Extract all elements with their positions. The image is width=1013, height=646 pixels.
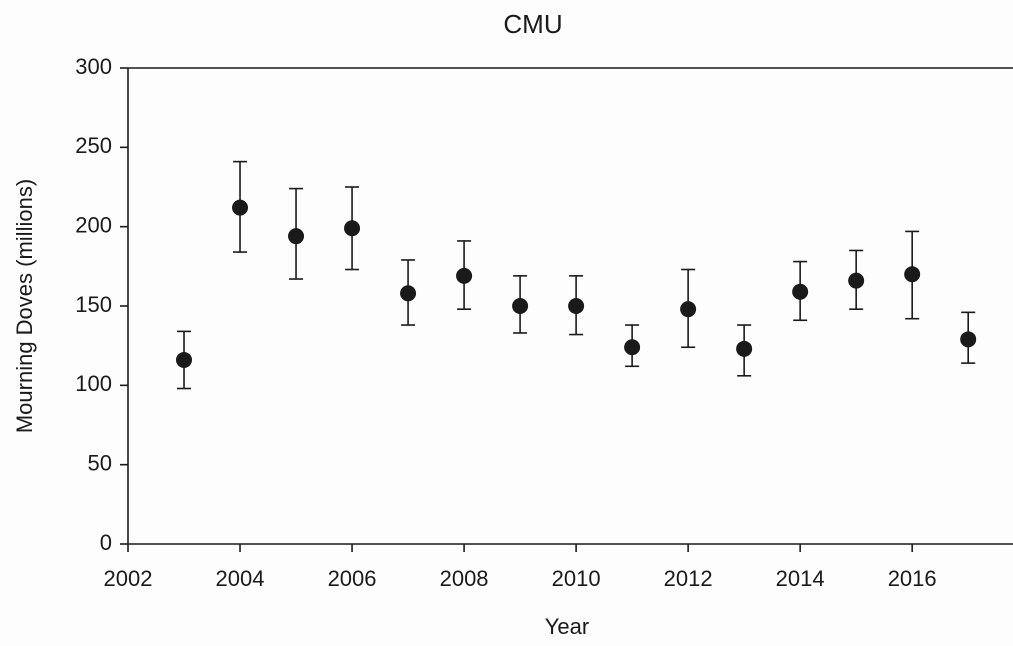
y-tick-label: 200 bbox=[75, 212, 112, 237]
x-tick-label: 2016 bbox=[888, 566, 937, 591]
point bbox=[176, 351, 193, 368]
point bbox=[848, 272, 865, 289]
x-tick-label: 2014 bbox=[776, 566, 825, 591]
x-axis-label: Year bbox=[545, 614, 589, 639]
point bbox=[568, 298, 585, 314]
y-tick-label: 300 bbox=[75, 54, 112, 79]
point bbox=[456, 267, 473, 284]
point bbox=[624, 339, 641, 356]
point bbox=[904, 266, 921, 283]
point bbox=[344, 220, 361, 237]
x-tick-label: 2008 bbox=[440, 566, 489, 591]
point bbox=[512, 298, 529, 314]
x-tick-label: 2006 bbox=[328, 566, 377, 591]
chart-title: CMU bbox=[503, 9, 562, 39]
point bbox=[400, 285, 417, 302]
point bbox=[960, 331, 977, 348]
x-tick-label: 2012 bbox=[664, 566, 713, 591]
y-tick-label: 150 bbox=[75, 292, 112, 317]
y-tick-label: 0 bbox=[100, 530, 112, 555]
point bbox=[680, 301, 697, 318]
x-tick-label: 2002 bbox=[104, 566, 153, 591]
y-tick-label: 250 bbox=[75, 133, 112, 158]
x-tick-label: 2004 bbox=[216, 566, 265, 591]
y-tick-label: 50 bbox=[88, 450, 112, 475]
point bbox=[792, 283, 809, 300]
y-tick-label: 100 bbox=[75, 371, 112, 396]
x-tick-label: 2010 bbox=[552, 566, 601, 591]
point bbox=[232, 199, 249, 216]
point bbox=[288, 228, 305, 245]
y-axis-label: Mourning Doves (millions) bbox=[12, 179, 37, 433]
point bbox=[736, 340, 753, 357]
